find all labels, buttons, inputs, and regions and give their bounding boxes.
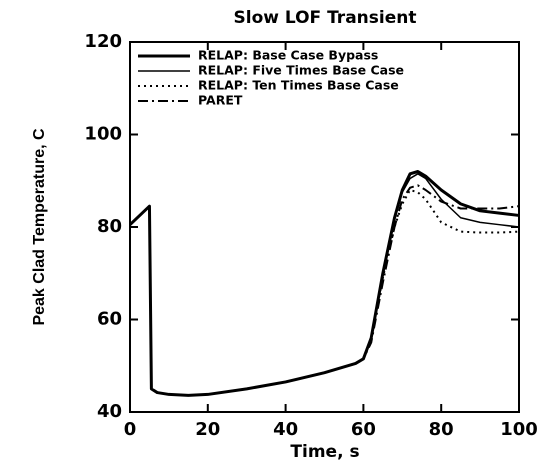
y-tick-label: 40 [97, 401, 122, 422]
legend-label: PARET [198, 93, 243, 108]
series-line [129, 184, 520, 397]
x-tick-label: 40 [273, 419, 298, 440]
y-tick-label: 80 [97, 216, 122, 237]
x-tick-label: 100 [500, 419, 538, 440]
x-tick-label: 60 [351, 419, 376, 440]
x-tick-label: 0 [124, 419, 137, 440]
chart-title: Slow LOF Transient [234, 8, 417, 28]
series-line [129, 189, 520, 397]
x-axis-label: Time, s [290, 442, 359, 462]
series-line [128, 170, 520, 397]
series-line [129, 173, 520, 397]
legend-label: RELAP: Five Times Base Case [198, 63, 404, 78]
x-tick-label: 80 [429, 419, 454, 440]
y-tick-label: 60 [97, 309, 122, 330]
legend-label: RELAP: Base Case Bypass [198, 48, 378, 63]
y-axis-label: Peak Clad Temperature, C [31, 128, 48, 326]
y-tick-label: 120 [84, 31, 122, 52]
legend-label: RELAP: Ten Times Base Case [198, 78, 399, 93]
y-tick-label: 100 [84, 124, 122, 145]
plot-frame [129, 41, 520, 413]
x-tick-label: 20 [195, 419, 220, 440]
